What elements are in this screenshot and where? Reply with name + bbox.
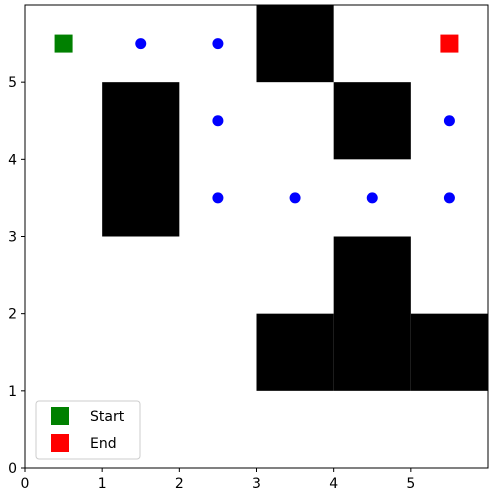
legend-start-label: Start <box>90 409 125 425</box>
x-tick-label: 3 <box>252 476 261 492</box>
y-tick-label: 3 <box>8 230 17 246</box>
legend-end-marker <box>51 434 69 452</box>
x-tick-label: 5 <box>406 476 415 492</box>
path-point <box>212 192 224 204</box>
x-tick-label: 4 <box>329 476 338 492</box>
legend-end-label: End <box>90 436 117 452</box>
obstacle-cell <box>256 313 334 391</box>
path-point <box>135 38 147 50</box>
x-tick-label: 1 <box>98 476 107 492</box>
y-tick-label: 5 <box>8 75 17 91</box>
y-tick-label: 4 <box>8 152 17 168</box>
path-point <box>212 38 224 50</box>
y-tick-label: 1 <box>8 384 17 400</box>
start-marker <box>54 34 73 53</box>
obstacle-cell <box>410 313 488 391</box>
x-tick-label: 2 <box>175 476 184 492</box>
obstacle-cell <box>333 236 411 391</box>
path-point <box>443 192 455 204</box>
legend-start-marker <box>51 407 69 425</box>
obstacle-cell <box>256 5 334 83</box>
y-tick-label: 2 <box>8 307 17 323</box>
path-point <box>366 192 378 204</box>
x-tick-label: 0 <box>21 476 30 492</box>
obstacle-cell <box>102 82 180 237</box>
points-layer <box>54 34 459 204</box>
end-marker <box>440 34 459 53</box>
path-point <box>212 115 224 127</box>
path-point <box>443 115 455 127</box>
ticks-layer: 0 1 2 3 4 5 0 1 2 3 4 5 <box>8 75 415 492</box>
obstacle-cell <box>333 82 411 160</box>
obstacles-layer <box>102 5 488 391</box>
legend: Start End <box>35 400 141 460</box>
y-tick-label: 0 <box>8 461 17 477</box>
path-point <box>289 192 301 204</box>
